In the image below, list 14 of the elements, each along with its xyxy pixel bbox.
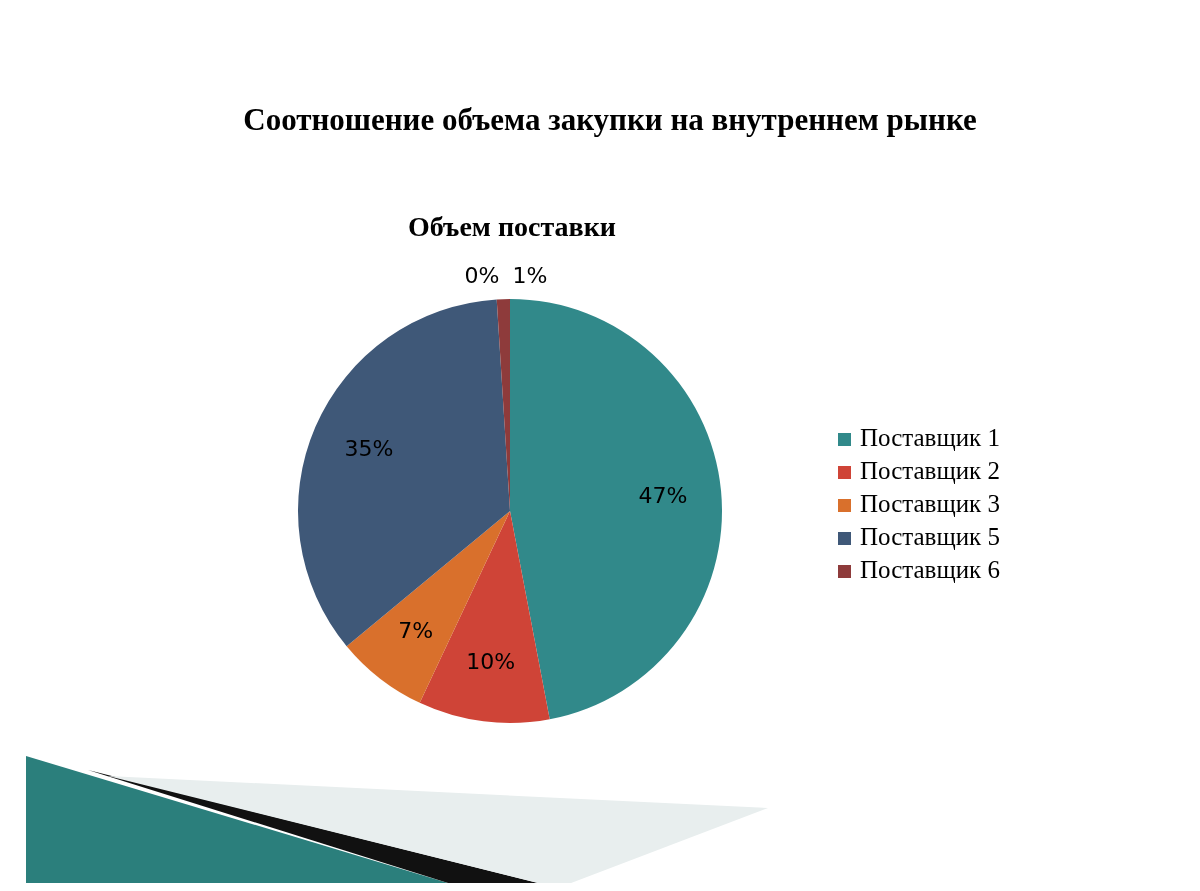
legend-label: Поставщик 1 <box>860 423 1000 451</box>
data-label: 10% <box>466 649 516 675</box>
data-label: 1% <box>512 263 548 288</box>
pie-slice <box>298 299 510 647</box>
data-label: 7% <box>398 618 434 644</box>
data-label: 47% <box>638 482 688 508</box>
legend-label: Поставщик 2 <box>860 456 1000 484</box>
legend-label: Поставщик 5 <box>860 522 1000 550</box>
chart-subtitle: Объем поставки <box>408 211 616 242</box>
data-label: 35% <box>344 435 394 461</box>
chart-title: Соотношение объема закупки на внутреннем рынке <box>243 102 977 137</box>
text: 0% <box>464 263 500 288</box>
legend-label: Поставщик 3 <box>860 489 1000 517</box>
legend-label: Поставщик 6 <box>860 555 1000 583</box>
